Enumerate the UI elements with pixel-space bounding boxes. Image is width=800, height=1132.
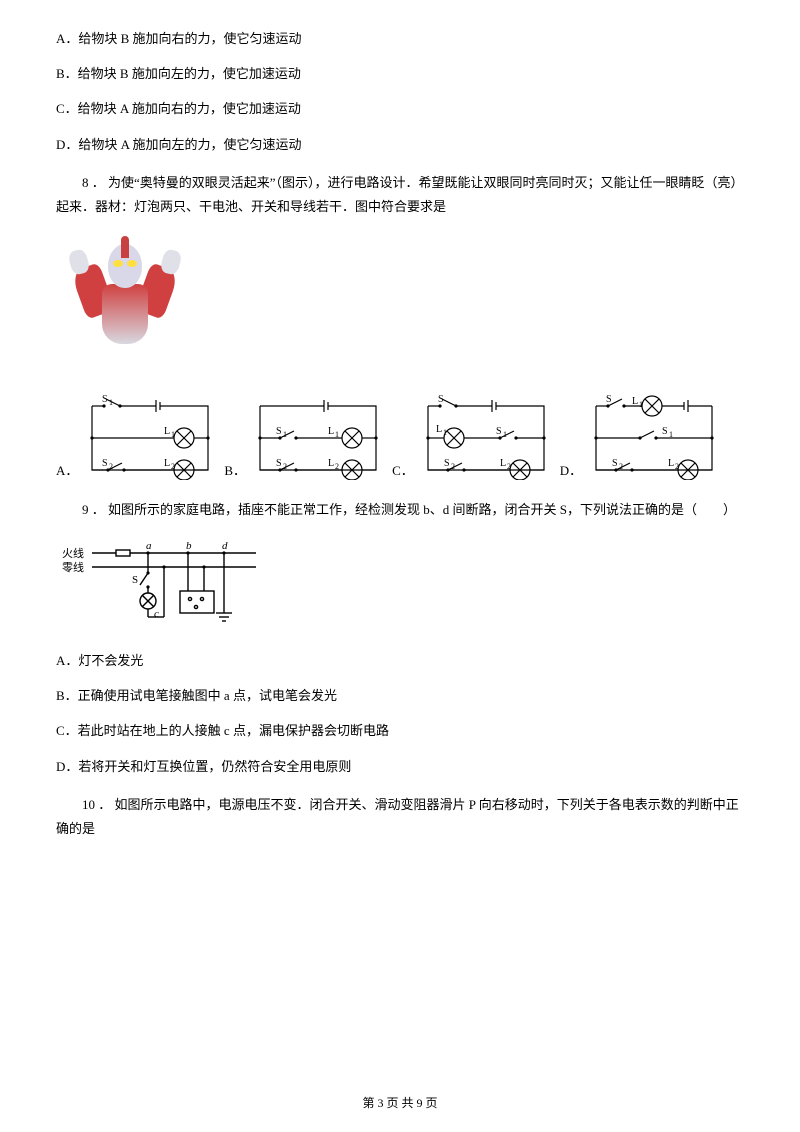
q7-option-a: A．给物块 B 施加向右的力，使它匀速运动 — [56, 30, 744, 48]
q8-label-a: A． — [56, 462, 78, 480]
svg-text:S: S — [606, 394, 612, 405]
q9-option-b: B．正确使用试电笔接触图中 a 点，试电笔会发光 — [56, 687, 744, 705]
q9-text: 9 ． 如图所示的家庭电路，插座不能正常工作，经检测发现 b、d 间断路，闭合开… — [56, 498, 744, 523]
svg-text:S: S — [276, 458, 282, 469]
q9-option-c: C．若此时站在地上的人接触 c 点，漏电保护器会切断电路 — [56, 722, 744, 740]
svg-text:火线: 火线 — [62, 546, 84, 560]
svg-text:L: L — [632, 396, 638, 407]
circuit-a: S1 L1 S2 L2 — [80, 394, 220, 480]
svg-text:b: b — [186, 540, 192, 552]
q8-label-b: B． — [224, 462, 246, 480]
svg-text:1: 1 — [639, 400, 643, 409]
q8-label-d: D． — [560, 462, 582, 480]
svg-text:1: 1 — [109, 398, 113, 407]
svg-text:S: S — [662, 426, 668, 437]
q7-option-c: C．给物块 A 施加向右的力，使它加速运动 — [56, 100, 744, 118]
svg-text:L: L — [500, 458, 506, 469]
svg-text:S: S — [276, 426, 282, 437]
q9-option-d: D．若将开关和灯互换位置，仍然符合安全用电原则 — [56, 758, 744, 776]
svg-text:L: L — [328, 458, 334, 469]
q10-text: 10 ． 如图所示电路中，电源电压不变．闭合开关、滑动变阻器滑片 P 向右移动时… — [56, 793, 744, 842]
svg-text:c: c — [154, 608, 159, 620]
svg-text:S: S — [102, 394, 108, 405]
svg-text:2: 2 — [109, 462, 113, 471]
q7-option-d: D．给物块 A 施加向左的力，使它匀速运动 — [56, 136, 744, 154]
svg-text:2: 2 — [283, 462, 287, 471]
svg-text:1: 1 — [503, 430, 507, 439]
svg-text:2: 2 — [507, 462, 511, 471]
svg-text:S: S — [132, 574, 138, 586]
svg-text:2: 2 — [171, 462, 175, 471]
svg-text:1: 1 — [283, 430, 287, 439]
svg-text:1: 1 — [669, 430, 673, 439]
svg-text:S: S — [444, 458, 450, 469]
page-footer: 第 3 页 共 9 页 — [0, 1095, 800, 1112]
ultraman-figure — [56, 236, 744, 376]
q7-option-b: B．给物块 B 施加向左的力，使它加速运动 — [56, 65, 744, 83]
svg-text:1: 1 — [443, 428, 447, 437]
svg-text:d: d — [222, 540, 228, 552]
q8-label-c: C． — [392, 462, 414, 480]
svg-text:L: L — [328, 426, 334, 437]
svg-text:S: S — [612, 458, 618, 469]
household-circuit: 火线 零线 a b d c S — [56, 539, 744, 634]
circuit-c: S L1 S1 S2 L2 — [416, 394, 556, 480]
svg-text:1: 1 — [335, 430, 339, 439]
svg-text:2: 2 — [451, 462, 455, 471]
svg-text:L: L — [436, 424, 442, 435]
q9-option-a: A．灯不会发光 — [56, 652, 744, 670]
q8-text: 8 ． 为使“奥特曼的双眼灵活起来”（图示），进行电路设计．希望既能让双眼同时亮… — [56, 171, 744, 220]
svg-text:S: S — [102, 458, 108, 469]
svg-text:L: L — [164, 426, 170, 437]
q8-circuit-options: A． S1 L1 S2 L2 B． — [56, 394, 744, 480]
svg-text:2: 2 — [675, 462, 679, 471]
svg-text:1: 1 — [171, 430, 175, 439]
svg-text:L: L — [668, 458, 674, 469]
svg-text:2: 2 — [335, 462, 339, 471]
svg-text:a: a — [146, 540, 152, 552]
svg-text:S: S — [438, 394, 444, 405]
svg-text:零线: 零线 — [62, 560, 84, 574]
svg-text:S: S — [496, 426, 502, 437]
svg-text:L: L — [164, 458, 170, 469]
circuit-b: S1 L1 S2 L2 — [248, 394, 388, 480]
svg-text:2: 2 — [619, 462, 623, 471]
circuit-d: S L1 S1 S2 L2 — [584, 394, 724, 480]
